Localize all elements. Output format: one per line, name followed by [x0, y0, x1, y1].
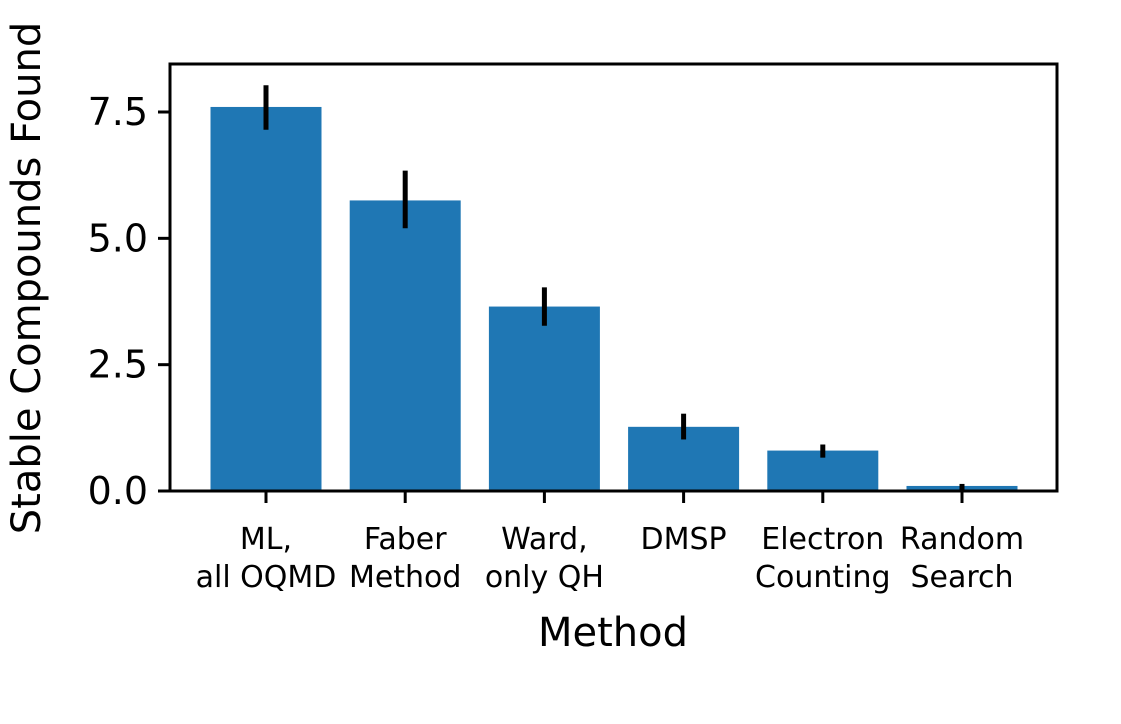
x-tick-label: Random Search — [900, 522, 1024, 595]
bar — [210, 106, 322, 491]
error-bars-layer — [263, 85, 965, 491]
plot-frame — [168, 62, 1059, 493]
bar — [349, 200, 461, 491]
y-tick-label: 7.5 — [88, 90, 148, 134]
x-tick-label: Ward, only QH — [485, 522, 604, 595]
bars-layer — [210, 106, 1018, 491]
x-tick-label: Faber Method — [349, 522, 462, 595]
x-tick-label: DMSP — [641, 522, 727, 557]
x-axis-title: Method — [538, 610, 688, 656]
x-tick-label: Electron Counting — [755, 522, 890, 595]
bar — [488, 306, 600, 491]
y-tick-label: 2.5 — [88, 343, 148, 387]
y-axis-title: Stable Compounds Found — [4, 22, 50, 534]
y-axis: 0.0 2.5 5.0 7.5 — [88, 90, 170, 513]
y-tick-label: 5.0 — [88, 216, 148, 260]
x-tick-label: ML, all OQMD — [196, 522, 337, 595]
y-tick-label: 0.0 — [88, 469, 148, 513]
